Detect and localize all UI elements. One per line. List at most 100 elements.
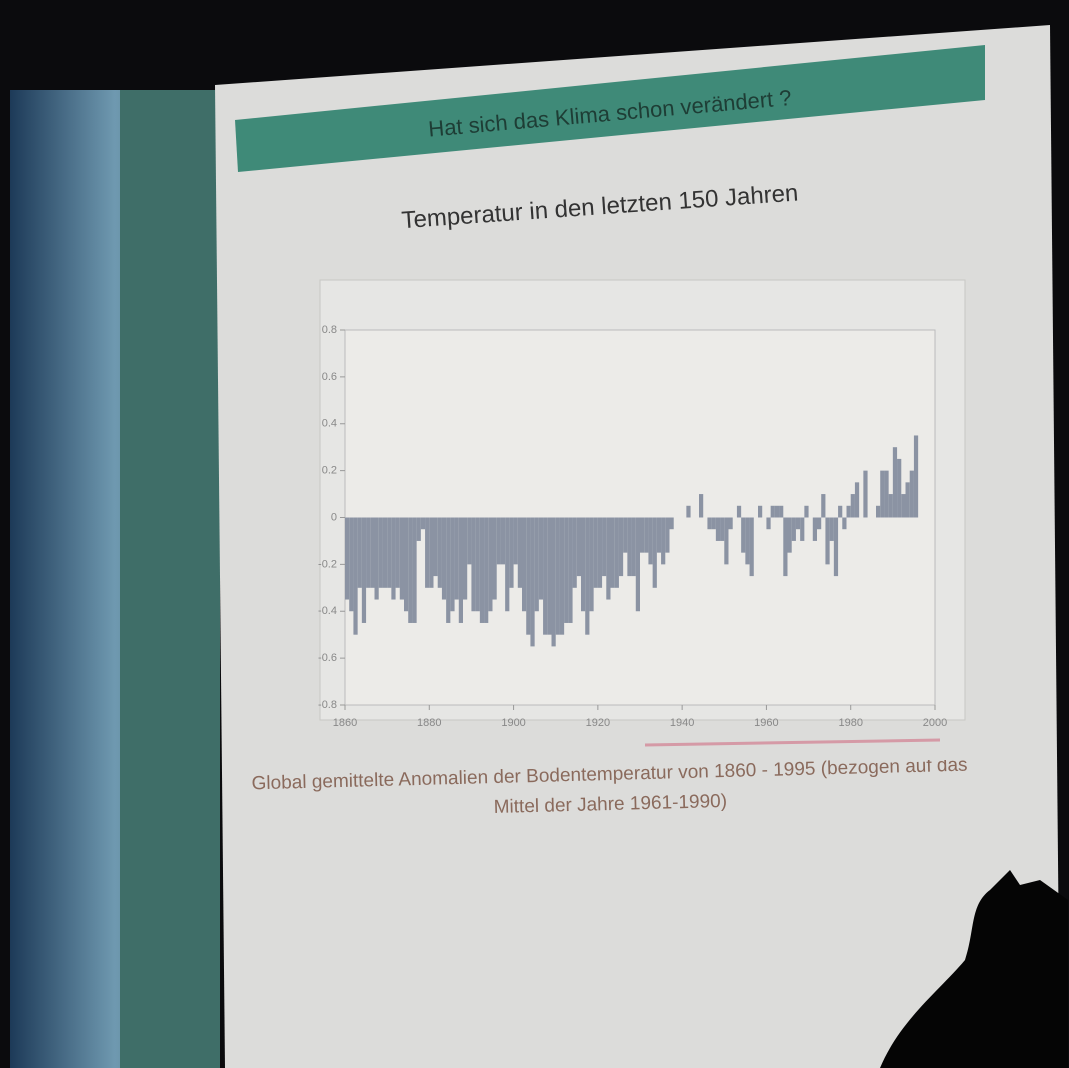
bar [910,471,914,518]
bar [906,482,910,517]
bar [404,518,408,612]
y-tick-label: 0.4 [322,418,337,430]
bar [535,518,539,612]
bar [821,494,825,517]
y-tick-label: -0.2 [318,558,337,570]
bar [648,518,652,565]
bar [901,494,905,517]
bar [716,518,720,541]
bar [353,518,357,635]
bar [408,518,412,623]
bar [825,518,829,565]
bar [476,518,480,612]
bar [349,518,353,612]
bar [686,506,690,518]
bar [455,518,459,600]
bar [375,518,379,600]
x-tick-label: 1960 [754,717,778,729]
bar [522,518,526,612]
bar [438,518,442,588]
bar [358,518,362,588]
bar [800,518,804,541]
bar [581,518,585,612]
bar [876,506,880,518]
bar [425,518,429,588]
bar [863,471,867,518]
bar [509,518,513,588]
bar [640,518,644,553]
caption-box: Global gemittelte Anomalien der Bodentem… [240,760,980,840]
bar [644,518,648,553]
bar [750,518,754,577]
bar [670,518,674,530]
bar [830,518,834,541]
x-tick-label: 1880 [417,717,441,729]
bar [412,518,416,623]
y-tick-label: 0.8 [322,324,337,336]
bar [526,518,530,635]
bar [737,506,741,518]
bar [505,518,509,612]
bar [775,506,779,518]
bar [459,518,463,623]
bar [788,518,792,553]
bar [779,506,783,518]
bar [838,506,842,518]
bar [573,518,577,588]
y-tick-label: -0.4 [318,605,337,617]
bar [724,518,728,565]
bar [387,518,391,588]
bar [383,518,387,588]
bar [847,506,851,518]
photo: Hat sich das Klima schon verändert ? Tem… [0,0,1069,1068]
bar [379,518,383,588]
bar [636,518,640,612]
bar [484,518,488,623]
bar [467,518,471,565]
bar [480,518,484,623]
bar [471,518,475,612]
bar [766,518,770,530]
bar [627,518,631,577]
bar [493,518,497,600]
bar [568,518,572,623]
bar [851,494,855,517]
bar [501,518,505,565]
bar [855,482,859,517]
bar [602,518,606,577]
bar [606,518,610,600]
bar [796,518,800,530]
bar [699,494,703,517]
bar [834,518,838,577]
y-tick-label: 0.6 [322,371,337,383]
bar [783,518,787,577]
bar [914,435,918,517]
x-tick-label: 1860 [333,717,357,729]
x-tick-label: 1900 [501,717,525,729]
x-tick-label: 1940 [670,717,694,729]
bar [842,518,846,530]
bar [884,471,888,518]
bar [893,447,897,517]
bar [792,518,796,541]
bar [488,518,492,612]
bar [514,518,518,565]
bar [396,518,400,588]
bar [552,518,556,647]
bar [421,518,425,530]
bar [804,506,808,518]
x-tick-label: 1980 [838,717,862,729]
y-tick-label: -0.6 [318,652,337,664]
bar [366,518,370,588]
bar [530,518,534,647]
y-tick-label: 0.2 [322,465,337,477]
y-tick-label: -0.8 [318,699,337,711]
bar [712,518,716,530]
bar [543,518,547,635]
bar [741,518,745,553]
page: {"header":{"title":"Hat sich das Klima s… [0,0,1069,1068]
bar [598,518,602,588]
bar [653,518,657,588]
bar [632,518,636,577]
